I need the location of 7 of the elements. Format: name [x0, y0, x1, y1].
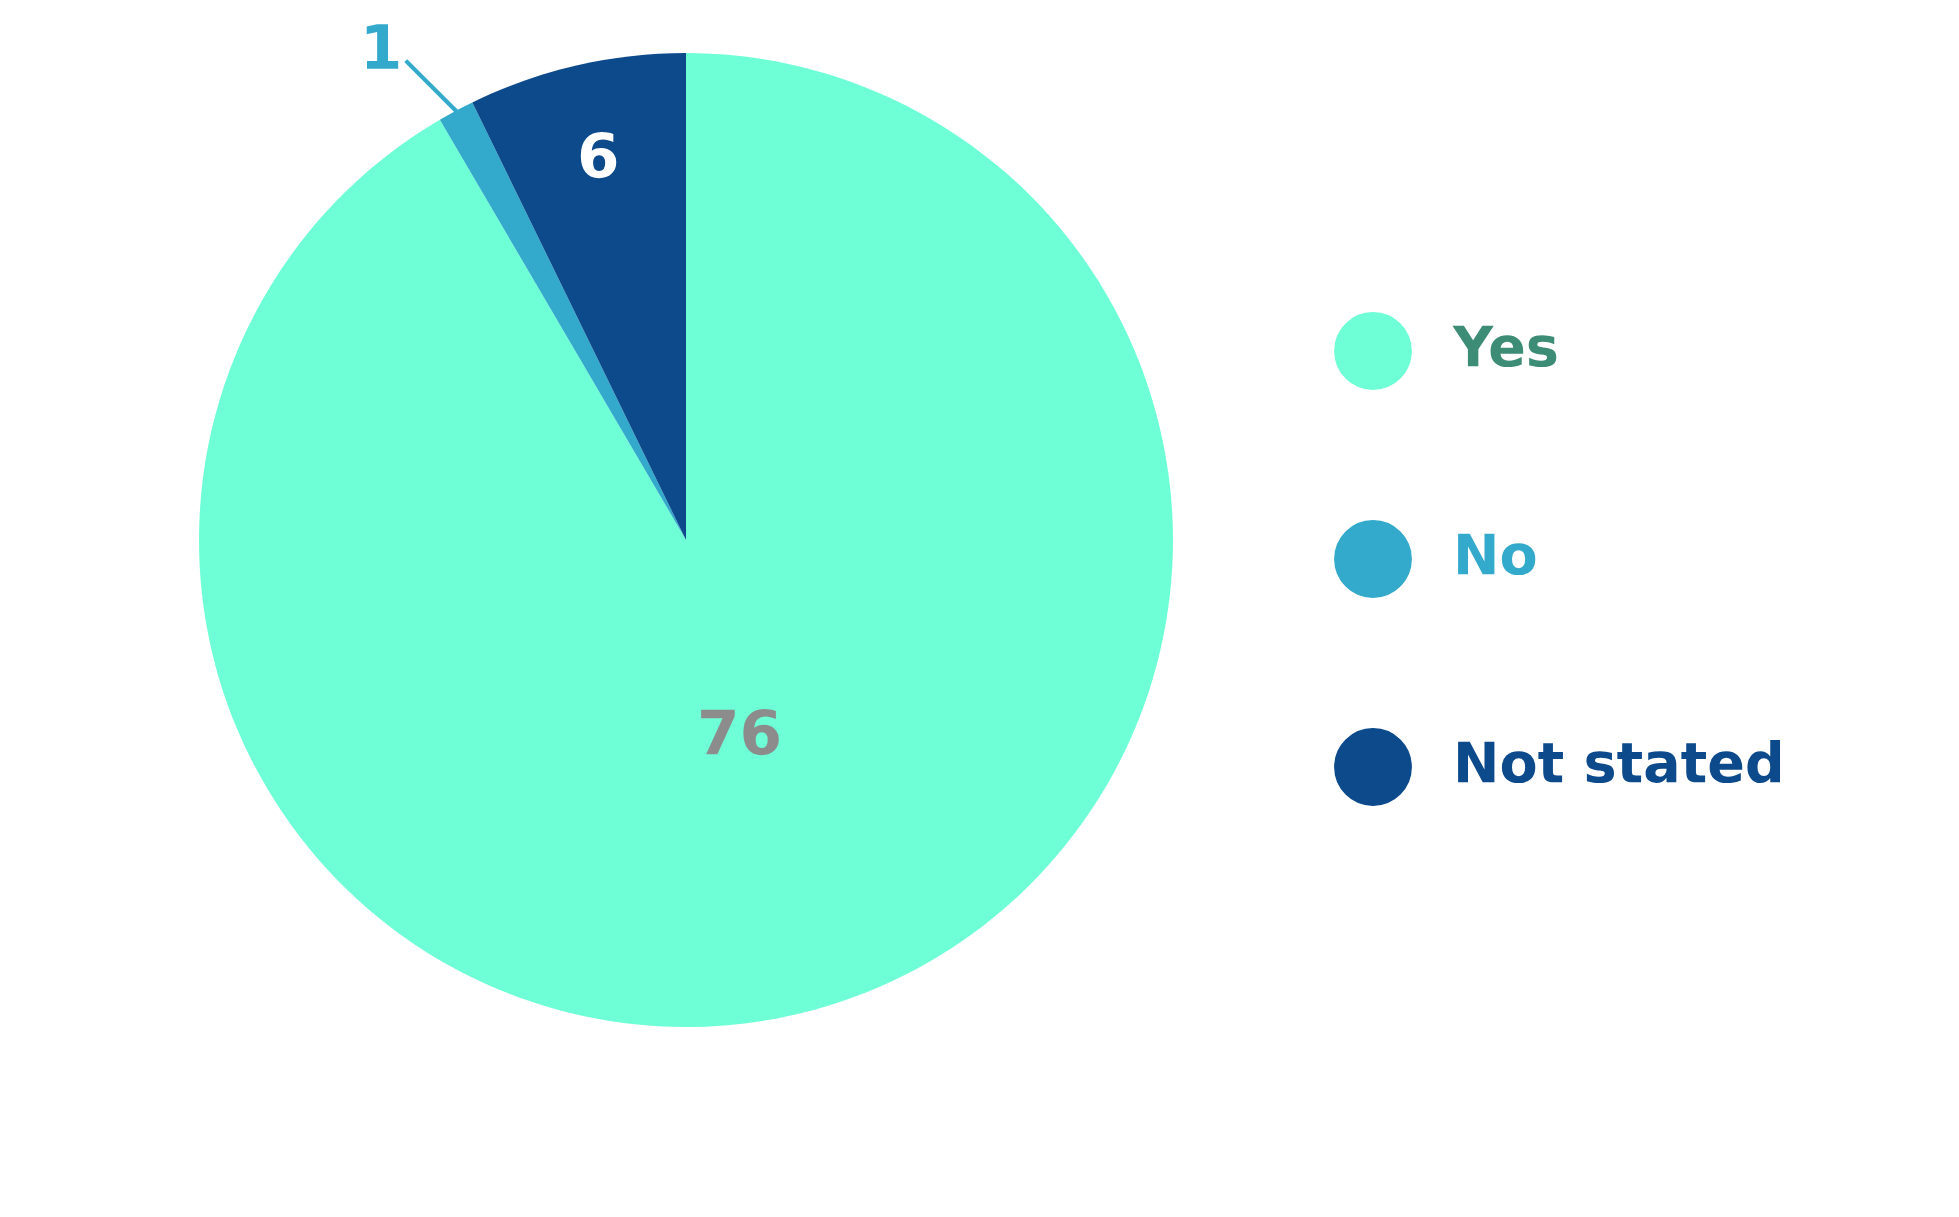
- legend-label: Not stated: [1458, 740, 1781, 784]
- data-label: 1: [366, 24, 399, 69]
- pie-slice: [472, 53, 686, 540]
- legend-label: Yes: [1452, 325, 1557, 368]
- legend-label: No: [1458, 533, 1536, 576]
- data-label: 76: [701, 708, 779, 756]
- data-label: 6: [580, 131, 617, 179]
